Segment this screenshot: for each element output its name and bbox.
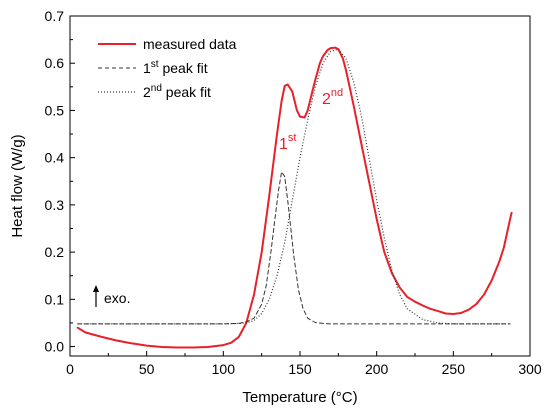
x-tick-label: 300 xyxy=(518,361,542,377)
y-tick-label: 0.0 xyxy=(45,339,65,355)
annotation-second-peak: 2nd xyxy=(322,87,343,108)
series-layer xyxy=(76,46,513,349)
x-axis-ticks: 0 50 100 150 200 250 300 xyxy=(66,351,542,377)
y-tick-label: 0.6 xyxy=(45,55,65,71)
x-tick-label: 200 xyxy=(365,361,389,377)
plot-frame xyxy=(69,15,531,357)
series-peak1-fit-line xyxy=(77,171,511,325)
y-tick-label: 0.2 xyxy=(45,244,65,260)
exo-arrow-icon xyxy=(93,285,99,307)
y-tick-label: 0.5 xyxy=(45,102,65,118)
legend-label-measured: measured data xyxy=(143,36,237,52)
x-tick-label: 0 xyxy=(66,361,74,377)
y-axis-title: Heat flow (W/g) xyxy=(9,134,26,237)
y-tick-label: 0.1 xyxy=(45,291,65,307)
legend-label-peak1: 1st peak fit xyxy=(143,59,208,76)
y-axis-ticks: 0.0 0.1 0.2 0.3 0.4 0.5 0.6 0.7 xyxy=(45,8,75,355)
series-peak2-fit-line xyxy=(77,48,511,325)
y-tick-label: 0.7 xyxy=(45,8,65,24)
x-tick-label: 150 xyxy=(288,361,312,377)
x-tick-label: 50 xyxy=(139,361,155,377)
y-tick-label: 0.3 xyxy=(45,197,65,213)
exo-label: exo. xyxy=(104,290,130,306)
series-measured-line xyxy=(76,46,513,349)
y-tick-label: 0.4 xyxy=(45,150,65,166)
x-tick-label: 250 xyxy=(442,361,466,377)
x-axis-title: Temperature (°C) xyxy=(242,389,357,406)
annotation-first-peak: 1st xyxy=(279,132,296,153)
legend: measured data 1st peak fit 2nd peak fit xyxy=(98,36,237,100)
x-tick-label: 100 xyxy=(212,361,236,377)
legend-label-peak2: 2nd peak fit xyxy=(143,83,211,100)
